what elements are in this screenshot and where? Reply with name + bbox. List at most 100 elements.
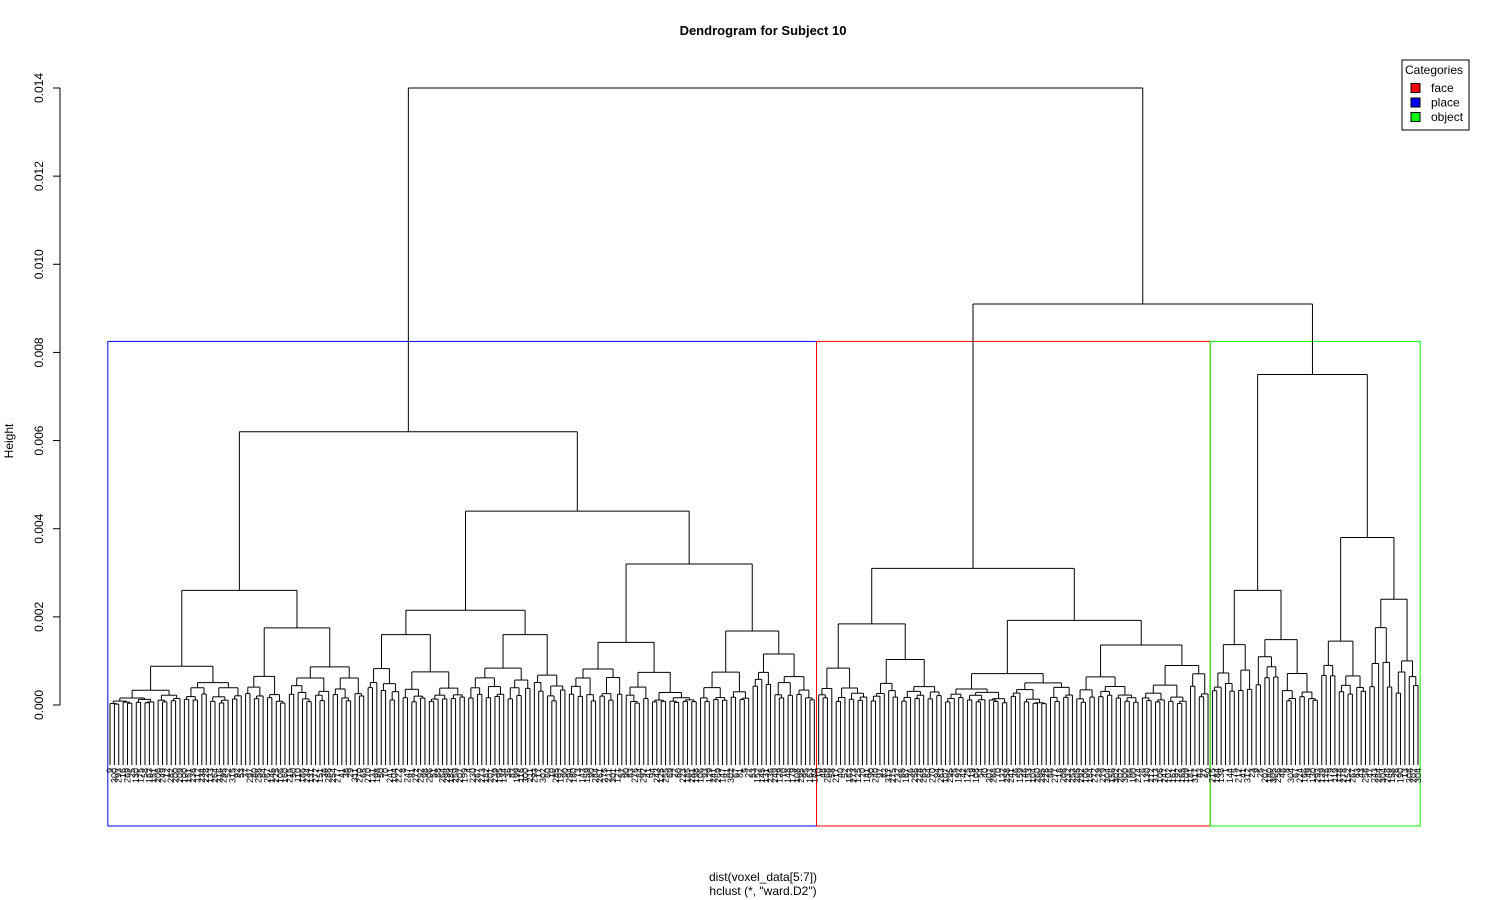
leaf-label: 143	[577, 768, 587, 783]
leaf-label: 138	[1216, 768, 1226, 783]
leaf-label: 304	[1378, 768, 1388, 783]
y-tick-label: 0.004	[32, 513, 46, 543]
leaf-label: 41	[643, 768, 653, 778]
y-axis: 0.000 0.002 0.004 0.006 0.008 0.010 0.012 0.014	[32, 73, 61, 720]
leaf-label: 302	[538, 768, 548, 783]
leaf-label: 277	[1050, 768, 1060, 783]
leaf-label: 256	[1273, 768, 1283, 783]
leaf-label: 293	[529, 768, 539, 783]
cluster-rectangles	[107, 340, 1421, 827]
leaf-label: 270	[363, 768, 373, 783]
leaf-label: 81	[407, 768, 417, 778]
leaf-label: 317	[884, 768, 894, 783]
leaf-label: 198	[691, 768, 701, 783]
leaf-label: 256	[910, 768, 920, 783]
leaf-label: 141	[862, 768, 872, 783]
leaf-label: 67	[1291, 768, 1301, 778]
leaf-label: 81	[735, 768, 745, 778]
leaf-label: 43	[1356, 768, 1366, 778]
leaf-label: 317	[1190, 768, 1200, 783]
leaf-label: 270	[354, 768, 364, 783]
leaf-label: 192	[1172, 768, 1182, 783]
leaf-label: 152	[1343, 768, 1353, 783]
leaf-label: 269	[122, 768, 132, 783]
leaf-label: 163	[144, 768, 154, 783]
leaf-label: 298	[442, 768, 452, 783]
leaf-label: 273	[477, 768, 487, 783]
leaf-label: 259	[451, 768, 461, 783]
chart-title: Dendrogram for Subject 10	[680, 23, 847, 38]
leaf-label: 25	[1256, 768, 1266, 778]
leaf-label: 145	[757, 768, 767, 783]
leaf-label: 202	[1409, 768, 1419, 783]
legend-label: face	[1431, 81, 1454, 95]
leaf-label: 209	[175, 768, 185, 783]
leaf-label: 201	[486, 768, 496, 783]
legend-swatch	[1410, 112, 1421, 122]
leaf-label: 64	[923, 768, 933, 778]
leaf-label: 254	[328, 768, 338, 783]
leaf-label: 249	[157, 768, 167, 783]
leaf-label: 304	[1286, 768, 1296, 783]
leaf-label: 23	[1247, 768, 1257, 778]
leaf-label: 65	[897, 768, 907, 778]
leaf-label: 205	[1072, 768, 1082, 783]
leaf-label: 295	[945, 768, 955, 783]
leaf-label: 256	[254, 768, 264, 783]
leaf-label: 241	[1006, 768, 1016, 783]
leaf-label: 70	[779, 768, 789, 778]
leaf-label: 19	[967, 768, 977, 778]
leaf-label: 241	[709, 768, 719, 783]
leaf-label: 104	[389, 768, 399, 783]
leaf-label: 264	[210, 768, 220, 783]
leaf-label: 104	[1028, 768, 1038, 783]
leaf-label: 222	[394, 768, 404, 783]
leaf-label: 311	[350, 768, 360, 782]
leaf-label: 275	[599, 768, 609, 783]
leaf-label: 206	[1059, 768, 1069, 783]
leaf-label: 56	[1046, 768, 1056, 778]
leaf-label: 110	[293, 768, 303, 782]
leaf-label: 192	[954, 768, 964, 783]
leaf-label: 53	[748, 768, 758, 778]
leaf-label: 131	[306, 768, 316, 783]
leaf-label: 69	[665, 768, 675, 778]
y-tick-label: 0.006	[32, 425, 46, 455]
leaf-label: 90	[560, 768, 570, 778]
leaf-label: 48	[1277, 768, 1287, 778]
leaf-label: 281	[687, 768, 697, 783]
legend-swatch	[1410, 97, 1421, 108]
leaf-label: 130	[1308, 768, 1318, 783]
leaf-label: 70	[381, 768, 391, 778]
leaf-label: 106	[696, 768, 706, 783]
leaf-label: 200	[171, 768, 181, 783]
leaf-label: 133	[206, 768, 216, 783]
leaf-label: 49	[1304, 768, 1314, 778]
leaf-label: 302	[726, 768, 736, 783]
leaf-label: 178	[1334, 768, 1344, 783]
leaf-label: 147	[717, 768, 727, 783]
leaf-label: 267	[1347, 768, 1357, 783]
leaf-label: 29	[346, 768, 356, 778]
leaf-label: 93	[700, 768, 710, 778]
leaf-label: 295	[796, 768, 806, 783]
leaf-label: 282	[166, 768, 176, 783]
leaf-label: 134	[499, 768, 509, 783]
leaf-label: 84	[258, 768, 268, 778]
leaf-label: 239	[490, 768, 500, 783]
leaf-label: 315	[227, 768, 237, 783]
leaf-label: 180	[569, 768, 579, 783]
leaf-label: 22	[744, 768, 754, 778]
leaf-label: 70	[993, 768, 1003, 778]
leaf-label: 90	[621, 768, 631, 778]
leaf-label: 184	[1212, 768, 1222, 783]
leaf-label: 228	[914, 768, 924, 783]
leaf-label: 130	[1142, 768, 1152, 783]
leaf-label: 274	[1133, 768, 1143, 783]
leaf-label: 116	[516, 768, 526, 782]
leaf-label: 47	[1365, 768, 1375, 778]
leaf-label: 9	[1251, 768, 1261, 773]
leaf-label: 228	[201, 768, 211, 783]
leaf-label: 40	[836, 768, 846, 778]
